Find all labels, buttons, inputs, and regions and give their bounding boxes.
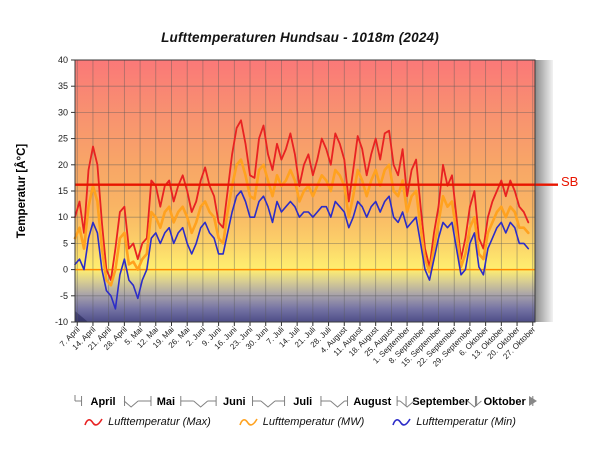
series-mw-line: [73, 158, 530, 287]
svg-text:0: 0: [63, 265, 68, 275]
legend-label-max: Lufttemperatur (Max): [108, 416, 211, 428]
svg-text:-5: -5: [60, 291, 68, 301]
svg-text:25: 25: [58, 134, 68, 144]
svg-text:10: 10: [58, 212, 68, 222]
svg-text:20: 20: [58, 160, 68, 170]
legend: Lufttemperatur (Max) Lufttemperatur (MW)…: [0, 416, 600, 428]
series-max-line: [74, 119, 530, 282]
right-wall-3d: [535, 60, 553, 322]
legend-item-mw: Lufttemperatur (MW): [239, 416, 364, 428]
svg-text:35: 35: [58, 81, 68, 91]
sb-line-label: SB: [561, 174, 579, 189]
max-line-wave-icon: [84, 418, 103, 426]
legend-item-min: Lufttemperatur (Min): [392, 416, 516, 428]
month-label-september: September: [412, 396, 470, 408]
month-axis: April Mai Juni Juli August September Oktober: [74, 395, 537, 408]
legend-label-mw: Lufttemperatur (MW): [262, 416, 365, 428]
min-line-wave-icon: [392, 418, 411, 426]
y-tick-labels: -10 -5 0 5 10 15 20 25 30 35 40: [55, 55, 75, 327]
svg-text:15: 15: [58, 186, 68, 196]
month-label-oktober: Oktober: [484, 396, 527, 408]
svg-text:40: 40: [58, 55, 68, 65]
svg-text:30: 30: [58, 107, 68, 117]
corner-bevel-3d: [75, 311, 88, 322]
mw-line-wave-icon: [239, 418, 258, 426]
svg-text:5: 5: [63, 238, 68, 248]
next-arrow-icon[interactable]: [529, 396, 537, 406]
month-label-mai: Mai: [157, 396, 175, 408]
svg-text:-10: -10: [55, 317, 68, 327]
month-label-april: April: [91, 396, 116, 408]
month-label-august: August: [353, 396, 391, 408]
legend-item-max: Lufttemperatur (Max): [84, 416, 211, 428]
chart-title: Lufttemperaturen Hundsau - 1018m (2024): [161, 30, 439, 45]
legend-label-min: Lufttemperatur (Min): [416, 416, 516, 428]
series-min-line: [74, 190, 530, 310]
month-label-juli: Juli: [293, 396, 312, 408]
month-label-juni: Juni: [223, 396, 246, 408]
